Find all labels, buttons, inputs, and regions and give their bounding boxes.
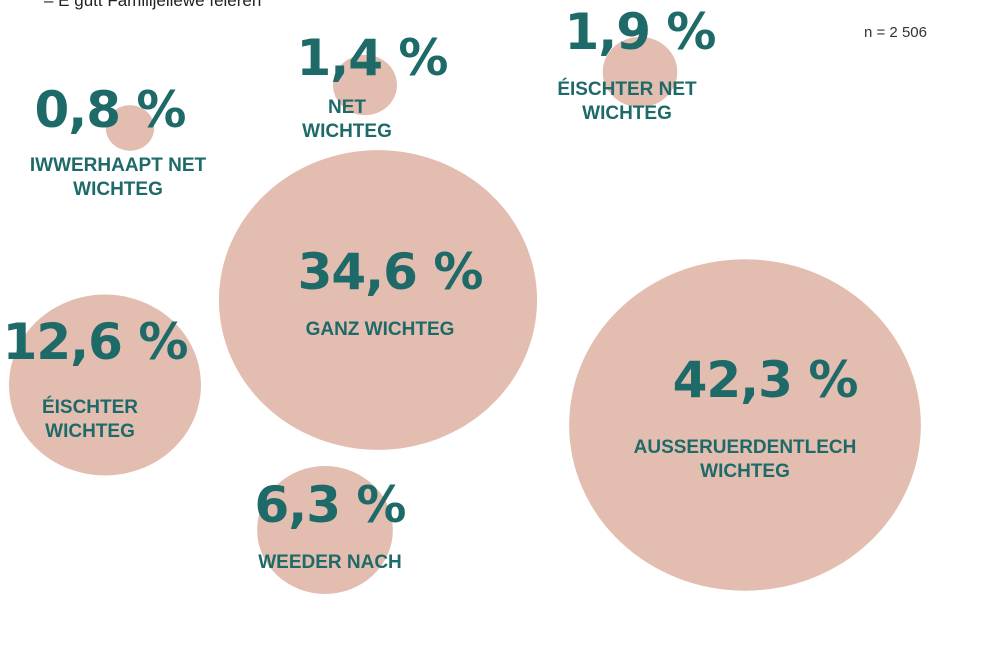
category-label: ÉISCHTER NET WICHTEG (557, 79, 697, 124)
category-label: WEEDER NACH (258, 552, 402, 573)
category-label: GANZ WICHTEG (305, 319, 455, 340)
category-label: AUSSERUERDENTLECH WICHTEG (633, 437, 857, 482)
bubble (9, 294, 201, 476)
value-label: 1,9 % (564, 3, 716, 61)
value-label: 12,6 % (2, 313, 189, 371)
bubble (105, 105, 155, 151)
value-label: 0,8 % (34, 81, 186, 139)
bubble (333, 54, 397, 116)
bubble (569, 259, 921, 591)
chart-title: – E gutt Familljeliewe feieren (44, 0, 262, 10)
value-label: 1,4 % (296, 29, 448, 87)
category-label: IWWERHAAPT NET WICHTEG (29, 155, 207, 200)
bubble (602, 36, 678, 108)
value-label: 6,3 % (254, 476, 406, 534)
value-label: 42,3 % (672, 351, 859, 409)
bubble (257, 466, 393, 594)
bubble (218, 150, 538, 450)
sample-size-note: n = 2 506 (864, 24, 927, 41)
value-label: 34,6 % (297, 243, 484, 301)
category-label: ÉISCHTER WICHTEG (41, 397, 139, 442)
category-label: NET WICHTEG (302, 97, 392, 142)
